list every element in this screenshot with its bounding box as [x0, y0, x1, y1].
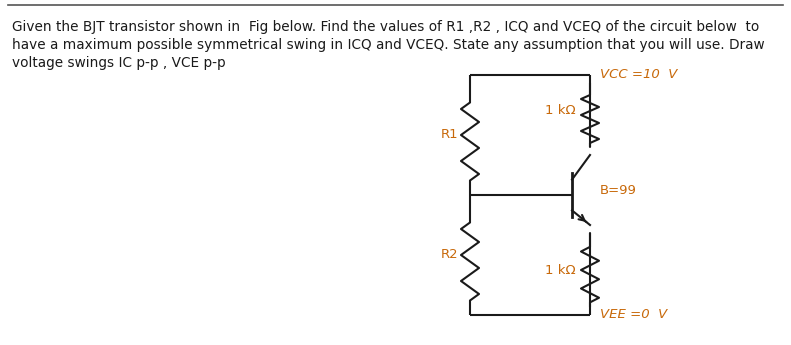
Text: 1 kΩ: 1 kΩ — [545, 105, 576, 118]
Text: voltage swings IC p-p , VCE p-p: voltage swings IC p-p , VCE p-p — [12, 56, 225, 70]
Text: 1 kΩ: 1 kΩ — [545, 264, 576, 276]
Text: VCC =10  V: VCC =10 V — [600, 69, 677, 81]
Text: R1: R1 — [441, 128, 458, 141]
Text: Given the BJT transistor shown in  Fig below. Find the values of R1 ,R2 , ICQ an: Given the BJT transistor shown in Fig be… — [12, 20, 759, 34]
Text: B=99: B=99 — [600, 184, 637, 197]
Text: R2: R2 — [441, 248, 458, 262]
Text: VEE =0  V: VEE =0 V — [600, 308, 668, 322]
Text: have a maximum possible symmetrical swing in ICQ and VCEQ. State any assumption : have a maximum possible symmetrical swin… — [12, 38, 765, 52]
